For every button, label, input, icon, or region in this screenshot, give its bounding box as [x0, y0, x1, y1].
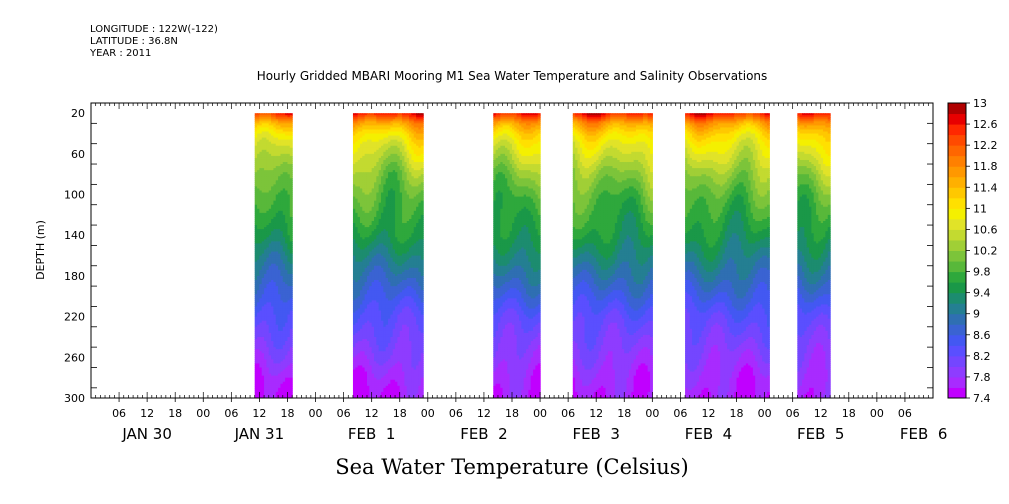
- observation-segment: [255, 113, 293, 398]
- observation-segment: [353, 113, 424, 398]
- heatmap-field: [255, 113, 831, 398]
- chart-title: Hourly Gridded MBARI Mooring M1 Sea Wate…: [257, 69, 768, 83]
